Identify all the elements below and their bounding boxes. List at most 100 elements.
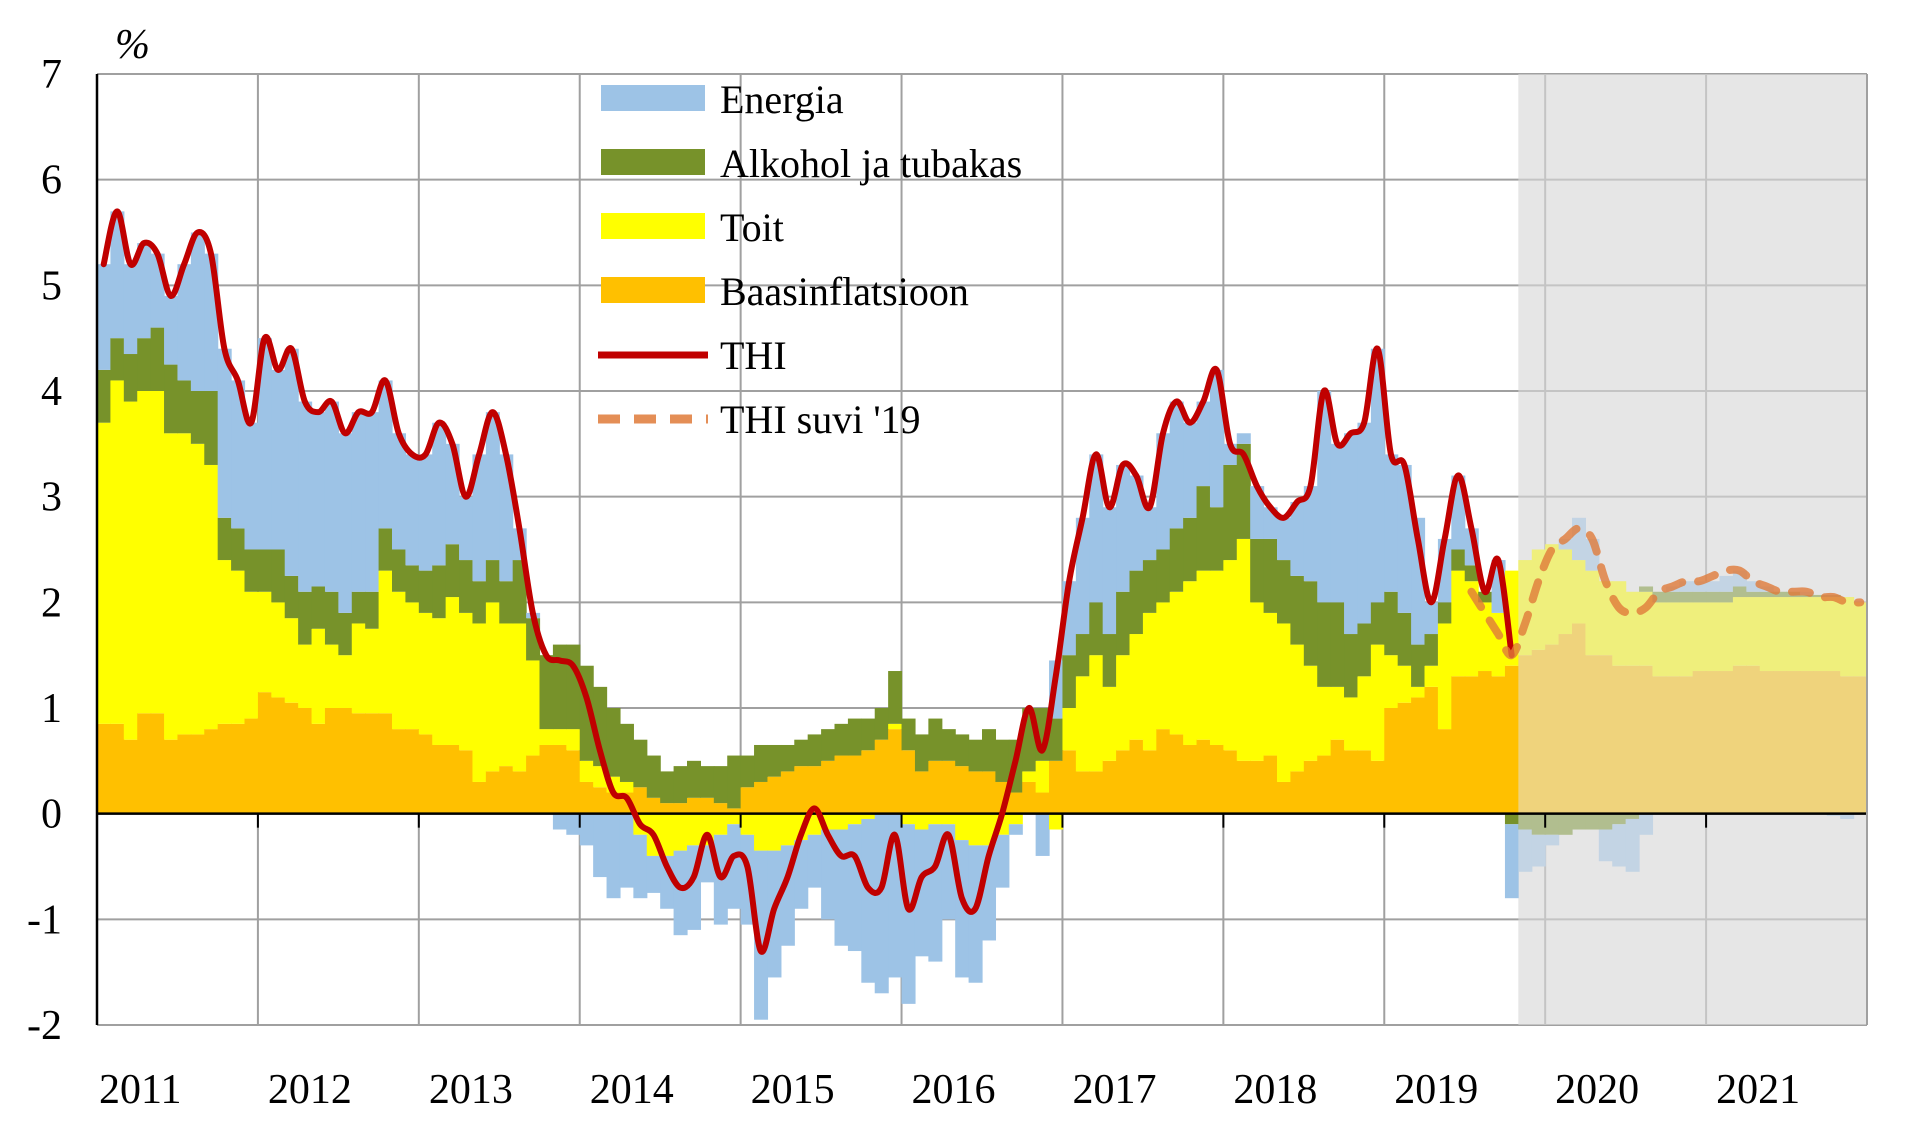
bar-energia [1397, 464, 1412, 613]
bar-baasinflatsioon [700, 797, 715, 814]
bar-alkohol-ja-tubakas [257, 549, 272, 592]
bar-energia [217, 348, 232, 518]
bar-energia [1008, 824, 1023, 835]
bar-toit [861, 813, 876, 819]
legend-label: Energia [720, 77, 844, 122]
bar-toit [392, 591, 407, 730]
bar-energia [365, 412, 380, 592]
bar-baasinflatsioon [1277, 781, 1292, 814]
bar-alkohol-ja-tubakas [378, 528, 393, 571]
bar-toit [673, 813, 688, 851]
y-axis-unit-label: % [115, 22, 150, 68]
bar-baasinflatsioon [459, 750, 474, 814]
x-tick-label: 2021 [1716, 1067, 1800, 1113]
legend-swatch [601, 277, 705, 303]
bar-baasinflatsioon [1263, 755, 1278, 814]
bar-energia [1290, 501, 1305, 576]
bar-toit [955, 813, 970, 841]
x-tick-label: 2019 [1394, 1067, 1478, 1113]
bar-alkohol-ja-tubakas [1223, 464, 1238, 561]
bar-baasinflatsioon [982, 771, 997, 814]
bar-alkohol-ja-tubakas [1209, 507, 1224, 571]
x-tick-label: 2013 [429, 1067, 513, 1113]
bar-toit [1049, 813, 1064, 830]
bar-baasinflatsioon [418, 734, 433, 814]
bar-alkohol-ja-tubakas [1303, 581, 1318, 666]
bar-toit [459, 612, 474, 751]
bar-energia [861, 818, 876, 983]
bar-alkohol-ja-tubakas [807, 734, 822, 767]
bar-toit [566, 729, 581, 751]
bar-toit [687, 813, 702, 846]
bar-energia [1089, 454, 1104, 603]
bar-toit [324, 644, 339, 708]
bar-energia [298, 401, 313, 592]
bar-energia [633, 834, 648, 899]
bar-energia [646, 855, 661, 893]
bar-baasinflatsioon [955, 766, 970, 814]
bar-toit [137, 391, 152, 714]
bar-baasinflatsioon [780, 771, 795, 814]
bar-energia [1384, 454, 1399, 592]
bar-alkohol-ja-tubakas [941, 729, 956, 761]
bar-alkohol-ja-tubakas [914, 734, 929, 772]
bar-alkohol-ja-tubakas [1062, 655, 1077, 708]
y-tick-label: 5 [41, 263, 62, 309]
bar-energia [847, 824, 862, 952]
x-tick-label: 2018 [1233, 1067, 1317, 1113]
bar-alkohol-ja-tubakas [1142, 560, 1157, 613]
bar-alkohol-ja-tubakas [1424, 634, 1439, 666]
legend: Energia Alkohol ja tubakas Toit Baasinflats… [598, 77, 1022, 442]
bar-toit [767, 813, 782, 851]
bar-baasinflatsioon [472, 781, 487, 814]
bar-energia [1035, 813, 1050, 856]
bar-baasinflatsioon [257, 692, 272, 814]
bar-energia [472, 454, 487, 582]
bar-energia [284, 348, 299, 576]
bar-baasinflatsioon [928, 760, 943, 814]
bar-baasinflatsioon [874, 739, 889, 814]
bar-toit [1411, 686, 1426, 698]
bar-baasinflatsioon [539, 744, 554, 814]
bar-energia [794, 840, 809, 909]
y-tick-label: 2 [41, 580, 62, 626]
bar-baasinflatsioon [1116, 750, 1131, 814]
bar-baasinflatsioon [1424, 686, 1439, 814]
bar-energia [1424, 602, 1439, 635]
bar-energia [593, 813, 608, 878]
bar-energia [566, 813, 581, 835]
bar-baasinflatsioon [405, 729, 420, 814]
bar-toit [1397, 665, 1412, 703]
bar-alkohol-ja-tubakas [619, 723, 634, 782]
x-tick-label: 2012 [268, 1067, 352, 1113]
bar-baasinflatsioon [1464, 676, 1479, 814]
bar-toit [941, 813, 956, 825]
bar-alkohol-ja-tubakas [271, 549, 286, 603]
bar-baasinflatsioon [1008, 792, 1023, 814]
bar-baasinflatsioon [861, 750, 876, 814]
bar-baasinflatsioon [1411, 697, 1426, 814]
legend-label: Alkohol ja tubakas [720, 141, 1022, 186]
bar-alkohol-ja-tubakas [1196, 486, 1211, 571]
bar-alkohol-ja-tubakas [485, 560, 500, 603]
bar-baasinflatsioon [1317, 755, 1332, 814]
bar-baasinflatsioon [1089, 771, 1104, 814]
bar-alkohol-ja-tubakas [231, 528, 246, 571]
bar-toit [1303, 665, 1318, 761]
bar-energia [110, 211, 125, 339]
bar-toit [472, 623, 487, 782]
bar-alkohol-ja-tubakas [1089, 602, 1104, 656]
bar-toit [1062, 708, 1077, 751]
y-tick-label: 7 [41, 52, 62, 98]
bar-toit [1035, 760, 1050, 793]
x-tick-label: 2017 [1072, 1067, 1156, 1113]
bar-alkohol-ja-tubakas [646, 755, 661, 798]
bar-alkohol-ja-tubakas [539, 655, 554, 730]
bar-toit [1209, 570, 1224, 745]
legend-label: THI suvi '19 [720, 397, 921, 442]
bar-alkohol-ja-tubakas [1384, 591, 1399, 656]
bar-energia [807, 834, 822, 888]
y-tick-label: 6 [41, 158, 62, 204]
bar-baasinflatsioon [1370, 760, 1385, 814]
